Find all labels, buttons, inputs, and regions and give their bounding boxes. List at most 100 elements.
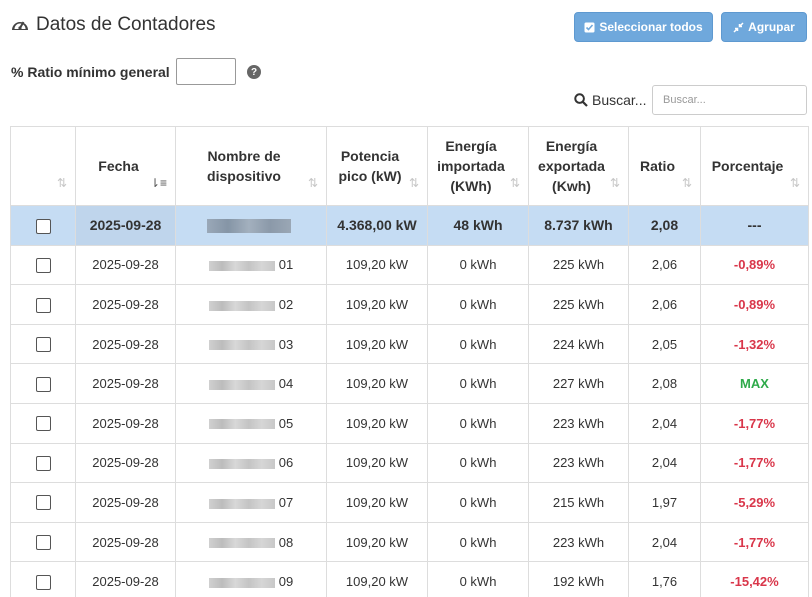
table-row[interactable]: 2025-09-28 05 109,20 kW 0 kWh 223 kWh 2,04 -1,… [10,402,809,444]
row-checkbox[interactable] [35,574,51,590]
cell-exportada: 223 kWh [528,442,629,484]
cell-importada: 0 kWh [427,284,529,325]
search-area: Buscar... [574,85,652,115]
cell-porcentaje: --- [700,205,809,246]
column-header-importada[interactable]: Energía importada (KWh) ⇅ [427,126,529,206]
sort-icon: ⇅ [681,176,692,190]
cell-exportada: 225 kWh [528,284,629,325]
row-checkbox-cell [10,363,76,404]
table-row[interactable]: 2025-09-28 06 109,20 kW 0 kWh 223 kWh 2,04 -1,… [10,442,809,484]
cell-exportada: 192 kWh [528,561,629,597]
row-checkbox-cell [10,561,76,597]
row-checkbox[interactable] [35,218,51,234]
row-checkbox-cell [10,482,76,523]
cell-porcentaje: -1,77% [700,442,809,484]
cell-fecha: 2025-09-28 [75,284,176,325]
cell-dispositivo: 09 [175,561,327,597]
cell-exportada: 8.737 kWh [528,205,629,246]
cell-fecha: 2025-09-28 [75,244,176,286]
cell-ratio: 2,08 [628,205,701,246]
tachometer-icon [12,21,28,30]
cell-dispositivo: 05 [175,402,327,444]
column-header-ratio[interactable]: Ratio ⇅ [628,126,701,206]
device-suffix: 08 [278,534,294,550]
search-input[interactable] [652,85,807,115]
table-row[interactable]: 2025-09-28 08 109,20 kW 0 kWh 223 kWh 2,04 -1,… [10,521,809,563]
column-header-select[interactable]: ⇅ [10,126,76,206]
table-row[interactable]: 2025-09-28 02 109,20 kW 0 kWh 225 kWh 2,06 -0,… [10,284,809,325]
cell-porcentaje: -5,29% [700,482,809,523]
cell-potencia: 109,20 kW [326,284,428,325]
cell-fecha: 2025-09-28 [75,363,176,404]
cell-exportada: 224 kWh [528,323,629,365]
cell-porcentaje: -15,42% [700,561,809,597]
column-header-exportada[interactable]: Energía exportada (Kwh) ⇅ [528,126,629,206]
table-row[interactable]: 2025-09-28 07 109,20 kW 0 kWh 215 kWh 1,97 -5,… [10,482,809,523]
row-checkbox-cell [10,323,76,365]
cell-importada: 0 kWh [427,482,529,523]
ratio-label: % Ratio mínimo general [11,63,170,80]
sort-desc-icon: ⇂≡ [149,176,167,190]
cell-importada: 0 kWh [427,442,529,484]
cell-exportada: 223 kWh [528,402,629,444]
column-header-porcentaje[interactable]: Porcentaje ⇅ [700,126,809,206]
sort-icon: ⇅ [609,176,620,190]
row-checkbox[interactable] [35,337,51,353]
column-header-potencia[interactable]: Potencia pico (kW) ⇅ [326,126,428,206]
sort-icon: ⇅ [307,176,318,190]
ratio-filter: % Ratio mínimo general [11,58,236,85]
row-checkbox[interactable] [35,416,51,432]
cell-potencia: 109,20 kW [326,363,428,404]
cell-exportada: 225 kWh [528,244,629,286]
page-title: Datos de Contadores [36,14,216,35]
cell-fecha: 2025-09-28 [75,205,176,246]
row-checkbox[interactable] [35,535,51,551]
cell-importada: 0 kWh [427,363,529,404]
cell-dispositivo: 06 [175,442,327,484]
ratio-input[interactable] [175,58,236,85]
redacted-device-name [208,458,275,469]
row-checkbox[interactable] [35,376,51,392]
cell-exportada: 215 kWh [528,482,629,523]
row-checkbox[interactable] [35,257,51,273]
cell-importada: 48 kWh [427,205,529,246]
total-row: 2025-09-28 4.368,00 kW 48 kWh 8.737 kWh … [10,205,809,246]
table-row[interactable]: 2025-09-28 04 109,20 kW 0 kWh 227 kWh 2,08 MAX [10,363,809,404]
search-icon [574,93,588,107]
cell-potencia: 109,20 kW [326,561,428,597]
sort-icon: ⇅ [509,176,520,190]
cell-potencia: 109,20 kW [326,244,428,286]
row-checkbox[interactable] [35,495,51,511]
table-row[interactable]: 2025-09-28 01 109,20 kW 0 kWh 225 kWh 2,06 -0,… [10,244,809,286]
row-checkbox[interactable] [35,455,51,471]
sort-icon: ⇅ [408,176,419,190]
cell-dispositivo: 02 [175,284,327,325]
row-checkbox-cell [10,284,76,325]
redacted-device-name [208,577,275,588]
group-label: Agrupar [748,20,795,34]
group-button[interactable]: Agrupar [721,12,807,42]
sort-icon: ⇅ [56,176,67,190]
cell-ratio: 2,04 [628,402,701,444]
help-icon[interactable]: ? [247,65,261,79]
cell-potencia: 109,20 kW [326,402,428,444]
page-header: Datos de Contadores [10,14,216,36]
cell-fecha: 2025-09-28 [75,482,176,523]
cell-fecha: 2025-09-28 [75,521,176,563]
row-checkbox-cell [10,205,76,246]
cell-ratio: 2,05 [628,323,701,365]
column-header-dispositivo[interactable]: Nombre de dispositivo ⇅ [175,126,327,206]
cell-potencia: 4.368,00 kW [326,205,428,246]
table-row[interactable]: 2025-09-28 03 109,20 kW 0 kWh 224 kWh 2,05 -1,… [10,323,809,365]
column-header-fecha[interactable]: Fecha ⇂≡ [75,126,176,206]
cell-porcentaje: -1,77% [700,521,809,563]
cell-importada: 0 kWh [427,323,529,365]
redacted-device-name [208,379,275,390]
select-all-button[interactable]: Seleccionar todos [574,12,713,42]
cell-dispositivo: 08 [175,521,327,563]
table-header-row: ⇅ Fecha ⇂≡ Nombre de dispositivo ⇅ Potenci… [10,126,809,206]
row-checkbox[interactable] [35,297,51,313]
cell-ratio: 2,08 [628,363,701,404]
redacted-device-name [208,419,275,430]
table-row[interactable]: 2025-09-28 09 109,20 kW 0 kWh 192 kWh 1,76 -15… [10,561,809,597]
